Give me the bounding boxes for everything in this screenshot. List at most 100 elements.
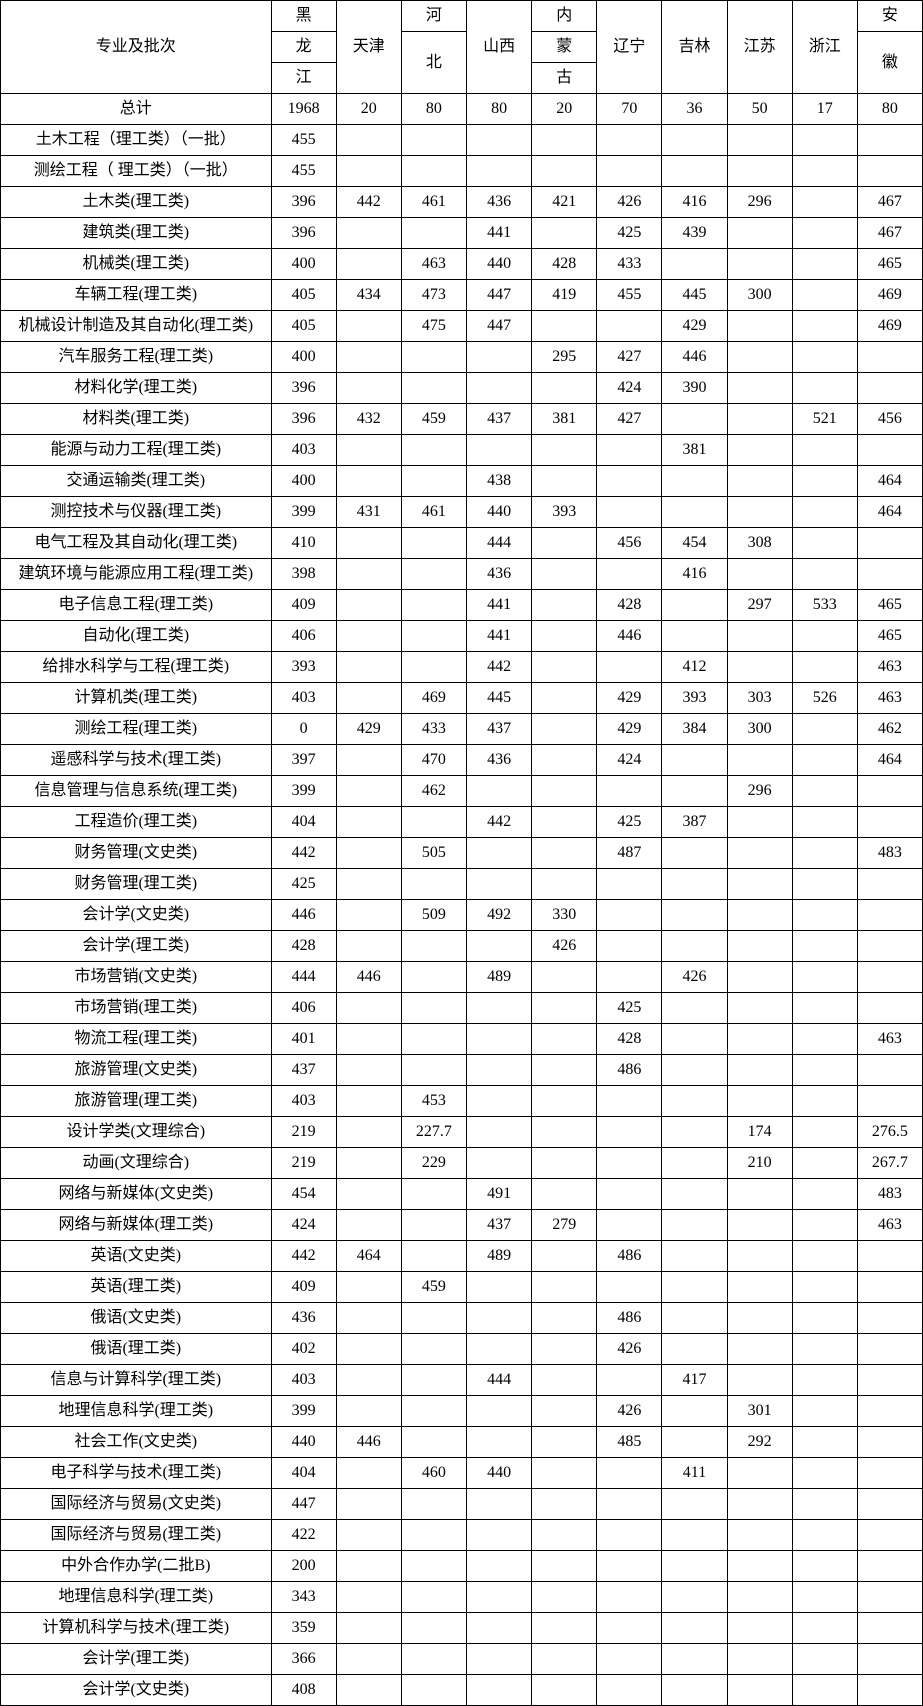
value-cell — [792, 1551, 857, 1582]
major-cell: 电子信息工程(理工类) — [1, 590, 272, 621]
major-cell: 旅游管理(理工类) — [1, 1086, 272, 1117]
value-cell — [336, 435, 401, 466]
value-cell: 467 — [857, 187, 922, 218]
value-cell: 406 — [271, 993, 336, 1024]
value-cell: 405 — [271, 280, 336, 311]
value-cell — [532, 776, 597, 807]
value-cell — [727, 218, 792, 249]
value-cell — [467, 1024, 532, 1055]
value-cell — [532, 714, 597, 745]
value-cell: 447 — [467, 280, 532, 311]
header-prov-2-1: 北 — [401, 32, 466, 94]
value-cell — [532, 621, 597, 652]
value-cell — [662, 621, 727, 652]
value-cell — [727, 1179, 792, 1210]
value-cell: 487 — [597, 838, 662, 869]
table-row: 电子科学与技术(理工类)404460440411 — [1, 1458, 923, 1489]
value-cell — [597, 652, 662, 683]
value-cell — [467, 435, 532, 466]
value-cell: 0 — [271, 714, 336, 745]
value-cell — [792, 528, 857, 559]
value-cell — [336, 993, 401, 1024]
value-cell: 470 — [401, 745, 466, 776]
value-cell: 411 — [662, 1458, 727, 1489]
value-cell — [727, 342, 792, 373]
value-cell: 396 — [271, 404, 336, 435]
value-cell — [467, 1582, 532, 1613]
value-cell — [336, 1086, 401, 1117]
value-cell — [401, 993, 466, 1024]
value-cell — [727, 869, 792, 900]
value-cell — [662, 1489, 727, 1520]
value-cell — [857, 1582, 922, 1613]
value-cell: 36 — [662, 94, 727, 125]
value-cell: 483 — [857, 1179, 922, 1210]
value-cell — [792, 931, 857, 962]
value-cell — [467, 1086, 532, 1117]
value-cell: 438 — [467, 466, 532, 497]
value-cell: 467 — [857, 218, 922, 249]
value-cell — [857, 342, 922, 373]
value-cell: 174 — [727, 1117, 792, 1148]
value-cell: 469 — [857, 311, 922, 342]
value-cell: 50 — [727, 94, 792, 125]
value-cell — [662, 993, 727, 1024]
value-cell — [336, 931, 401, 962]
value-cell: 406 — [271, 621, 336, 652]
value-cell: 436 — [467, 745, 532, 776]
value-cell: 437 — [271, 1055, 336, 1086]
value-cell — [727, 1489, 792, 1520]
table-row: 遥感科学与技术(理工类)397470436424464 — [1, 745, 923, 776]
value-cell — [857, 1055, 922, 1086]
value-cell — [401, 1582, 466, 1613]
value-cell: 20 — [532, 94, 597, 125]
value-cell: 400 — [271, 249, 336, 280]
value-cell: 442 — [467, 807, 532, 838]
value-cell: 429 — [662, 311, 727, 342]
value-cell — [727, 931, 792, 962]
value-cell — [857, 125, 922, 156]
value-cell — [792, 1117, 857, 1148]
value-cell — [662, 590, 727, 621]
value-cell — [662, 1644, 727, 1675]
value-cell — [336, 528, 401, 559]
table-row: 建筑类(理工类)396441425439467 — [1, 218, 923, 249]
value-cell — [662, 1179, 727, 1210]
value-cell: 489 — [467, 962, 532, 993]
value-cell: 463 — [857, 652, 922, 683]
major-cell: 工程造价(理工类) — [1, 807, 272, 838]
value-cell — [792, 1210, 857, 1241]
value-cell: 453 — [401, 1086, 466, 1117]
value-cell — [532, 1148, 597, 1179]
value-cell — [401, 1179, 466, 1210]
value-cell: 433 — [597, 249, 662, 280]
value-cell: 436 — [467, 187, 532, 218]
header-prov-0-1: 龙 — [271, 32, 336, 63]
value-cell: 427 — [597, 342, 662, 373]
value-cell: 381 — [532, 404, 597, 435]
value-cell — [532, 1303, 597, 1334]
value-cell — [532, 1272, 597, 1303]
table-row: 车辆工程(理工类)405434473447419455445300469 — [1, 280, 923, 311]
value-cell — [532, 1365, 597, 1396]
value-cell: 456 — [857, 404, 922, 435]
value-cell: 442 — [467, 652, 532, 683]
value-cell — [467, 342, 532, 373]
table-row: 自动化(理工类)406441446465 — [1, 621, 923, 652]
value-cell — [336, 1582, 401, 1613]
value-cell: 446 — [662, 342, 727, 373]
header-prov-1: 天津 — [336, 1, 401, 94]
value-cell — [532, 590, 597, 621]
value-cell — [857, 1086, 922, 1117]
value-cell — [662, 869, 727, 900]
value-cell — [857, 1334, 922, 1365]
value-cell — [336, 156, 401, 187]
table-row: 计算机科学与技术(理工类)359 — [1, 1613, 923, 1644]
major-cell: 建筑环境与能源应用工程(理工类) — [1, 559, 272, 590]
value-cell — [336, 621, 401, 652]
value-cell — [792, 1055, 857, 1086]
value-cell — [532, 1117, 597, 1148]
major-cell: 土木类(理工类) — [1, 187, 272, 218]
value-cell — [662, 931, 727, 962]
value-cell: 462 — [401, 776, 466, 807]
